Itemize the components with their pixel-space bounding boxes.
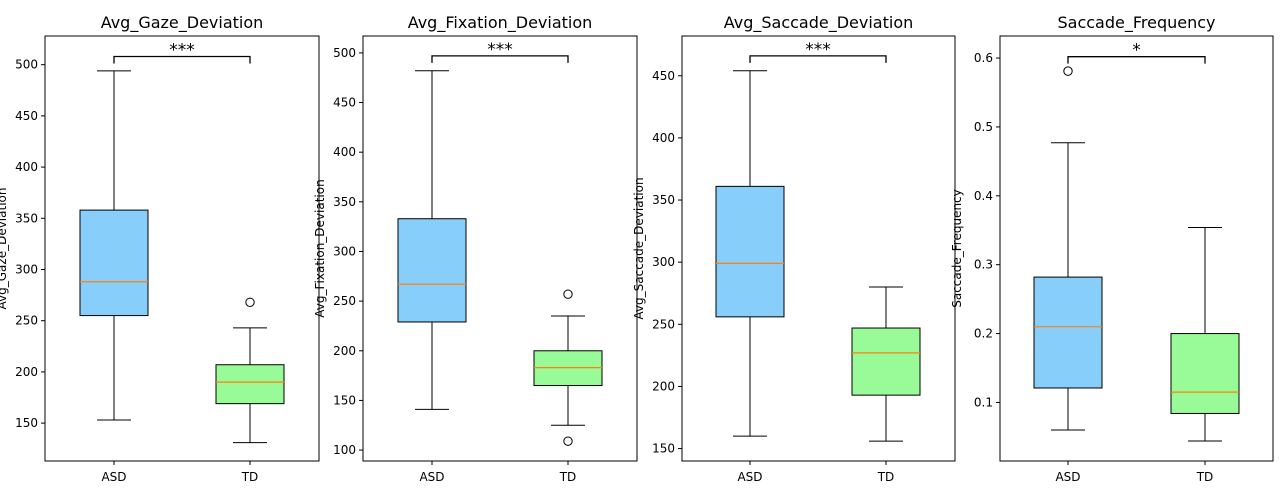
y-tick-label: 0.6	[974, 51, 993, 65]
subplot-4: Saccade_Frequency Saccade_Frequency 0.1 0.2…	[950, 13, 1274, 484]
iqr-box	[1170, 333, 1240, 414]
y-axis-label: Avg_Gaze_Deviation	[0, 188, 9, 310]
y-tick-label: 0.5	[974, 120, 993, 134]
y-tick-label: 350	[15, 211, 38, 225]
bracket-line	[1067, 56, 1206, 64]
subplot-title: Avg_Gaze_Deviation	[101, 13, 264, 33]
y-tick-label: 250	[652, 317, 675, 331]
box-td	[215, 297, 285, 444]
box-td	[533, 289, 603, 446]
y-axis-label: Avg_Fixation_Deviation	[313, 179, 327, 317]
iqr-box	[79, 209, 149, 317]
significance-label: ***	[805, 40, 831, 60]
subplot-3: Avg_Saccade_Deviation Avg_Saccade_Deviati…	[632, 13, 956, 484]
x-tick-label: ASD	[419, 470, 444, 484]
box-asd	[397, 70, 467, 410]
plot-frame	[999, 35, 1274, 462]
x-tick-label: ASD	[1055, 470, 1080, 484]
y-axis-label: Avg_Saccade_Deviation	[632, 177, 646, 319]
box-asd	[79, 70, 149, 421]
y-tick-label: 250	[15, 314, 38, 328]
y-tick-label: 150	[333, 393, 356, 407]
x-tick-label: ASD	[737, 470, 762, 484]
y-tick-label: 200	[652, 379, 675, 393]
iqr-box	[215, 364, 285, 405]
y-tick-label: 300	[652, 255, 675, 269]
outlier-point	[563, 289, 573, 299]
outlier-point	[563, 436, 573, 446]
iqr-box	[715, 185, 785, 318]
significance-label: ***	[487, 40, 513, 60]
subplot-title: Avg_Saccade_Deviation	[724, 13, 914, 33]
iqr-box	[397, 218, 467, 323]
y-tick-label: 0.3	[974, 258, 993, 272]
significance-bracket: ***	[749, 40, 887, 63]
y-tick-label: 300	[15, 262, 38, 276]
iqr-box	[851, 327, 921, 396]
x-tick-label: ASD	[101, 470, 126, 484]
significance-bracket: ***	[113, 40, 251, 64]
box-td	[851, 286, 921, 442]
subplot-1: Avg_Gaze_Deviation Avg_Gaze_Deviation 150 2…	[0, 13, 320, 484]
bracket-line	[749, 55, 887, 63]
y-tick-label: 450	[333, 96, 356, 110]
significance-label: ***	[169, 40, 195, 60]
y-tick-label: 150	[15, 416, 38, 430]
y-tick-label: 400	[652, 131, 675, 145]
x-tick-label: TD	[877, 470, 895, 484]
plot-frame	[44, 35, 320, 462]
y-tick-label: 200	[333, 344, 356, 358]
subplot-title: Avg_Fixation_Deviation	[408, 13, 593, 33]
y-axis-label: Saccade_Frequency	[950, 189, 964, 308]
y-tick-label: 100	[333, 443, 356, 457]
x-tick-label: TD	[559, 470, 577, 484]
bracket-line	[431, 55, 569, 63]
y-tick-label: 500	[333, 46, 356, 60]
y-tick-label: 450	[15, 109, 38, 123]
y-tick-label: 450	[652, 69, 675, 83]
y-tick-label: 350	[333, 195, 356, 209]
y-tick-label: 350	[652, 193, 675, 207]
box-td	[1170, 226, 1240, 442]
y-tick-label: 300	[333, 244, 356, 258]
y-tick-label: 500	[15, 58, 38, 72]
y-tick-label: 0.1	[974, 395, 993, 409]
iqr-box	[1033, 276, 1103, 389]
bracket-line	[113, 55, 251, 64]
y-tick-label: 400	[15, 160, 38, 174]
y-tick-label: 200	[15, 365, 38, 379]
y-tick-label: 0.2	[974, 327, 993, 341]
x-tick-label: TD	[241, 470, 259, 484]
significance-bracket: ***	[431, 40, 569, 63]
x-tick-label: TD	[1196, 470, 1214, 484]
y-tick-label: 150	[652, 442, 675, 456]
significance-bracket: *	[1067, 41, 1206, 64]
plot-frame	[681, 35, 956, 462]
significance-label: *	[1132, 41, 1141, 61]
outlier-point	[1063, 66, 1073, 76]
box-asd	[715, 70, 785, 437]
subplot-2: Avg_Fixation_Deviation Avg_Fixation_Devia…	[313, 13, 638, 484]
outlier-point	[245, 297, 255, 307]
y-tick-label: 250	[333, 294, 356, 308]
box-asd	[1033, 66, 1103, 431]
plot-frame	[362, 35, 638, 462]
y-tick-label: 0.4	[974, 189, 993, 203]
y-tick-label: 400	[333, 145, 356, 159]
subplot-title: Saccade_Frequency	[1057, 13, 1215, 33]
